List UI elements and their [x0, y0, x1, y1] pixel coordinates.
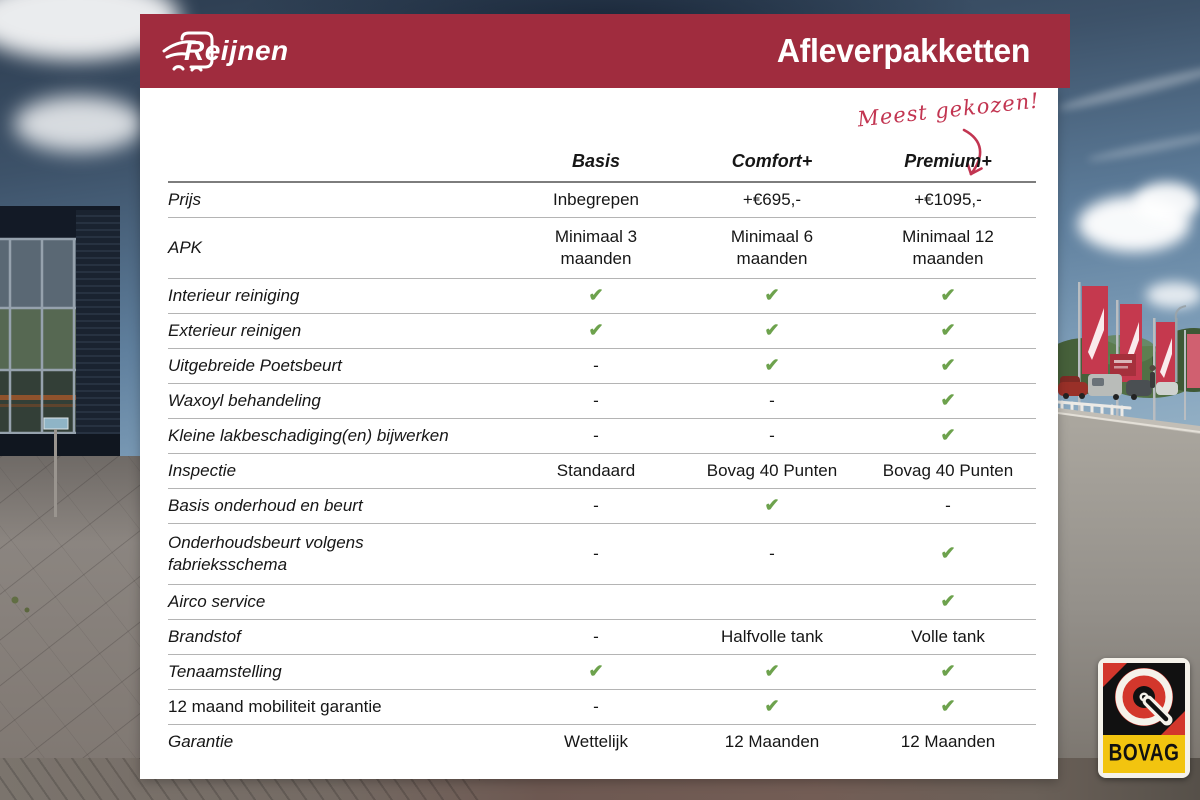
check-cell: ✔: [764, 495, 780, 516]
table-row: APK Minimaal 3 maanden Minimaal 6 maanden M…: [168, 218, 1036, 279]
row-label: Interieur reiniging: [168, 285, 300, 305]
check-cell: ✔: [588, 661, 604, 682]
check-cell: ✔: [940, 591, 956, 612]
check-cell: ✔: [764, 285, 780, 306]
row-label: Kleine lakbeschadiging(en) bijwerken: [168, 425, 449, 445]
dealership-building-photo: [0, 206, 140, 800]
value-cell: -: [593, 390, 599, 410]
table-row: Onderhoudsbeurt volgens fabrieksschema - -…: [168, 524, 1036, 585]
check-cell: ✔: [764, 355, 780, 376]
bovag-wheel-key-icon: [1103, 663, 1185, 735]
table-row: 12 maand mobiliteit garantie - ✔ ✔: [168, 690, 1036, 725]
row-label: Prijs: [168, 189, 202, 209]
value-cell: Standaard: [556, 460, 636, 480]
value-cell: Inbegrepen: [552, 189, 640, 209]
parked-cars: [1058, 374, 1178, 400]
value-cell: -: [593, 495, 599, 515]
value-cell: -: [593, 355, 599, 375]
value-cell: -: [593, 425, 599, 445]
value-cell: -: [593, 543, 599, 563]
annotation-text: Meest gekozen!: [855, 88, 1041, 132]
value-cell: -: [593, 626, 599, 646]
car-icon: [162, 31, 214, 72]
table-row: Interieur reiniging ✔ ✔ ✔: [168, 279, 1036, 314]
check-cell: ✔: [764, 661, 780, 682]
check-cell: ✔: [940, 696, 956, 717]
row-label: Onderhoudsbeurt volgens fabrieksschema: [168, 532, 364, 574]
packages-card: Meest gekozen! Basis Comfort+ Premium+ Prij…: [140, 88, 1058, 779]
table-row: Garantie Wettelijk 12 Maanden 12 Maanden: [168, 725, 1036, 760]
check-cell: ✔: [588, 285, 604, 306]
table-row: Uitgebreide Poetsbeurt - ✔ ✔: [168, 349, 1036, 384]
check-cell: ✔: [764, 696, 780, 717]
row-label: Inspectie: [168, 460, 237, 480]
row-label: Basis onderhoud en beurt: [168, 495, 363, 515]
table-header-row: Basis Comfort+ Premium+: [168, 145, 1036, 183]
bovag-badge: BOVAG: [1098, 658, 1190, 778]
most-chosen-annotation: Meest gekozen!: [818, 89, 1078, 176]
value-cell: Minimaal 12 maanden: [902, 226, 994, 268]
value-cell: Wettelijk: [564, 732, 628, 752]
brand-name: Reijnen: [184, 35, 289, 66]
table-row: Tenaamstelling ✔ ✔ ✔: [168, 655, 1036, 690]
value-cell: Minimaal 6 maanden: [730, 226, 814, 268]
row-label: Exterieur reinigen: [168, 320, 302, 340]
value-cell: 12 Maanden: [900, 732, 996, 752]
check-cell: ✔: [764, 320, 780, 341]
table-row: Airco service ✔: [168, 585, 1036, 620]
value-cell: Minimaal 3 maanden: [554, 226, 638, 268]
column-header-comfort: Comfort+: [731, 151, 813, 172]
row-label: Airco service: [168, 591, 266, 611]
check-cell: ✔: [940, 543, 956, 564]
check-cell: ✔: [940, 425, 956, 446]
value-cell: -: [769, 390, 775, 410]
check-cell: ✔: [940, 285, 956, 306]
bovag-text: BOVAG: [1108, 740, 1180, 767]
row-label: 12 maand mobiliteit garantie: [168, 696, 382, 716]
table-row: Waxoyl behandeling - - ✔: [168, 384, 1036, 419]
bovag-label: BOVAG: [1103, 735, 1185, 773]
value-cell: -: [769, 543, 775, 563]
value-cell: 12 Maanden: [724, 732, 820, 752]
reijnen-logo: Reijnen: [162, 29, 289, 73]
row-label: APK: [168, 237, 203, 257]
check-cell: ✔: [940, 390, 956, 411]
cloud: [14, 96, 144, 152]
row-label: Uitgebreide Poetsbeurt: [168, 355, 342, 375]
value-cell: Volle tank: [911, 626, 985, 646]
table-row: Basis onderhoud en beurt - ✔ -: [168, 489, 1036, 524]
check-cell: ✔: [588, 320, 604, 341]
cloud: [1146, 282, 1200, 308]
table-row: Brandstof - Halfvolle tank Volle tank: [168, 620, 1036, 655]
check-cell: ✔: [940, 355, 956, 376]
value-cell: Bovag 40 Punten: [706, 460, 838, 480]
header-banner: Reijnen Afleverpakketten: [140, 14, 1070, 88]
value-cell: Halfvolle tank: [720, 626, 824, 646]
value-cell: -: [769, 425, 775, 445]
column-header-premium: Premium+: [904, 151, 992, 172]
row-label: Tenaamstelling: [168, 661, 282, 681]
table-row: Inspectie Standaard Bovag 40 Punten Bovag 4…: [168, 454, 1036, 489]
value-cell: +€1095,-: [914, 189, 982, 209]
check-cell: ✔: [940, 320, 956, 341]
bovag-emblem: [1103, 663, 1185, 735]
column-header-basis: Basis: [571, 151, 621, 172]
row-label: Waxoyl behandeling: [168, 390, 321, 410]
table-row: Prijs Inbegrepen +€695,- +€1095,-: [168, 183, 1036, 218]
check-cell: ✔: [940, 661, 956, 682]
table-row: Kleine lakbeschadiging(en) bijwerken - - ✔: [168, 419, 1036, 454]
row-label: Brandstof: [168, 626, 241, 646]
row-label: Garantie: [168, 732, 234, 752]
value-cell: -: [945, 495, 951, 515]
page-title: Afleverpakketten: [776, 32, 1031, 69]
cloud: [1134, 182, 1200, 222]
packages-table: Basis Comfort+ Premium+ Prijs Inbegrepen +€69…: [168, 145, 1036, 760]
table-row: Exterieur reinigen ✔ ✔ ✔: [168, 314, 1036, 349]
curved-arrow-icon: [962, 128, 983, 176]
value-cell: +€695,-: [742, 189, 802, 209]
value-cell: Bovag 40 Punten: [882, 460, 1014, 480]
value-cell: -: [593, 696, 599, 716]
